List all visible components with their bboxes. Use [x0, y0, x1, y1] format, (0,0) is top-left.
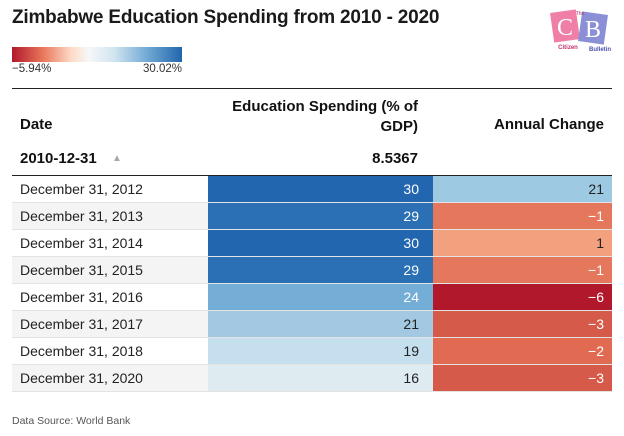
- education-cell: 30: [208, 230, 433, 256]
- sort-ascending-icon[interactable]: ▲: [112, 153, 122, 164]
- citizen-bulletin-logo: C B The Citizen Bulletin: [550, 9, 611, 53]
- logo-small-the: The: [576, 11, 585, 17]
- data-source-note: Data Source: World Bank: [12, 415, 131, 427]
- table-header-rule: [12, 175, 612, 176]
- education-cell: 29: [208, 203, 433, 229]
- row-date: December 31, 2014: [20, 235, 143, 251]
- column-header-date[interactable]: Date: [20, 116, 53, 133]
- legend-gradient-bar: [12, 47, 182, 62]
- table-row: December 31, 2012 30 21: [12, 176, 612, 203]
- annual-change-cell: −1: [433, 257, 612, 283]
- logo-small-bulletin: Bulletin: [589, 47, 611, 53]
- row-date: December 31, 2018: [20, 343, 143, 359]
- annual-change-cell: −3: [433, 365, 612, 391]
- legend-max-label: 30.02%: [142, 63, 182, 75]
- row-date: December 31, 2013: [12, 203, 208, 229]
- column-header-change[interactable]: Annual Change: [493, 116, 604, 133]
- pinned-row-education: 8.5367: [372, 150, 418, 167]
- table-row: December 31, 2018 19 −2: [12, 338, 612, 365]
- logo-letter-b: B: [585, 17, 601, 43]
- row-date: December 31, 2015: [12, 257, 208, 283]
- annual-change-cell: −6: [433, 284, 612, 310]
- education-cell: 30: [208, 176, 433, 202]
- table-row: December 31, 2016 24 −6: [12, 284, 612, 311]
- table-row: December 31, 2020 16 −3: [12, 365, 612, 392]
- color-legend: −5.94% 30.02%: [12, 47, 182, 77]
- education-cell: 19: [208, 338, 433, 364]
- education-cell: 29: [208, 257, 433, 283]
- legend-min-label: −5.94%: [12, 63, 52, 75]
- education-cell: 21: [208, 311, 433, 337]
- column-header-education[interactable]: Education Spending (% of GDP): [232, 98, 418, 135]
- annual-change-cell: −1: [433, 203, 612, 229]
- table-top-rule: [12, 88, 612, 89]
- logo-small-citizen: Citizen: [558, 45, 578, 51]
- annual-change-cell: 1: [433, 230, 612, 256]
- education-cell: 24: [208, 284, 433, 310]
- education-cell: 16: [208, 365, 433, 391]
- row-date: December 31, 2017: [12, 311, 208, 337]
- row-date: December 31, 2016: [20, 289, 143, 305]
- chart-title: Zimbabwe Education Spending from 2010 - …: [12, 7, 440, 28]
- annual-change-cell: −2: [433, 338, 612, 364]
- annual-change-cell: −3: [433, 311, 612, 337]
- row-date: December 31, 2020: [12, 365, 208, 391]
- table-row: December 31, 2015 29 −1: [12, 257, 612, 284]
- table-row: December 31, 2014 30 1: [12, 230, 612, 257]
- table-row: December 31, 2013 29 −1: [12, 203, 612, 230]
- logo-letter-c: C: [557, 15, 573, 41]
- table-row: December 31, 2017 21 −3: [12, 311, 612, 338]
- annual-change-cell: 21: [433, 176, 612, 202]
- pinned-row-date: 2010-12-31: [20, 150, 97, 167]
- table-body: December 31, 2012 30 21 December 31, 2013 29…: [12, 176, 612, 392]
- row-date: December 31, 2012: [20, 181, 143, 197]
